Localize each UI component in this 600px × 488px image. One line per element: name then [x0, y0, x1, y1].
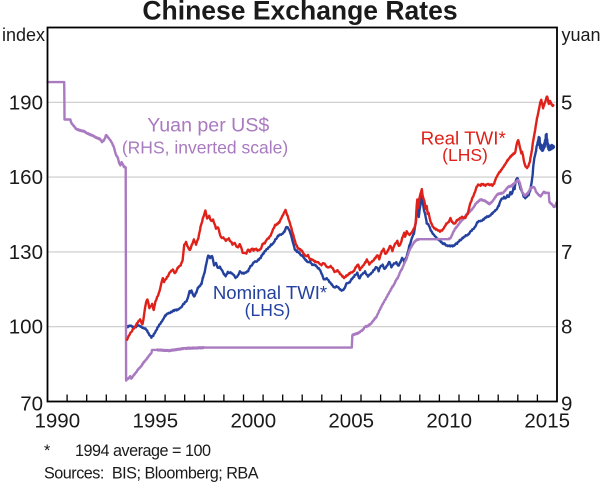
svg-text:130: 130 [9, 241, 43, 264]
svg-text:2010: 2010 [426, 410, 472, 433]
svg-text:2005: 2005 [328, 410, 374, 433]
svg-text:2000: 2000 [230, 410, 276, 433]
svg-text:Yuan per US$: Yuan per US$ [147, 115, 269, 137]
svg-text:190: 190 [9, 91, 43, 114]
svg-text:2015: 2015 [524, 410, 570, 433]
svg-text:8: 8 [561, 316, 572, 339]
svg-text:Chinese Exchange Rates: Chinese Exchange Rates [142, 0, 457, 25]
svg-text:100: 100 [9, 316, 43, 339]
svg-text:160: 160 [9, 166, 43, 189]
svg-text:Sources: BIS; Bloomberg; RBA: Sources: BIS; Bloomberg; RBA [44, 465, 259, 483]
svg-text:7: 7 [561, 241, 572, 264]
svg-text:6: 6 [561, 166, 572, 189]
svg-text:index: index [2, 25, 45, 45]
svg-text:yuan: yuan [562, 25, 600, 45]
svg-text:1994 average = 100: 1994 average = 100 [75, 442, 211, 460]
svg-text:*: * [44, 442, 51, 460]
svg-text:(LHS): (LHS) [442, 145, 488, 165]
svg-text:(RHS, inverted scale): (RHS, inverted scale) [122, 138, 288, 158]
svg-text:1995: 1995 [132, 410, 178, 433]
svg-text:(LHS): (LHS) [245, 300, 291, 320]
svg-text:5: 5 [561, 91, 572, 114]
svg-text:1990: 1990 [34, 410, 80, 433]
